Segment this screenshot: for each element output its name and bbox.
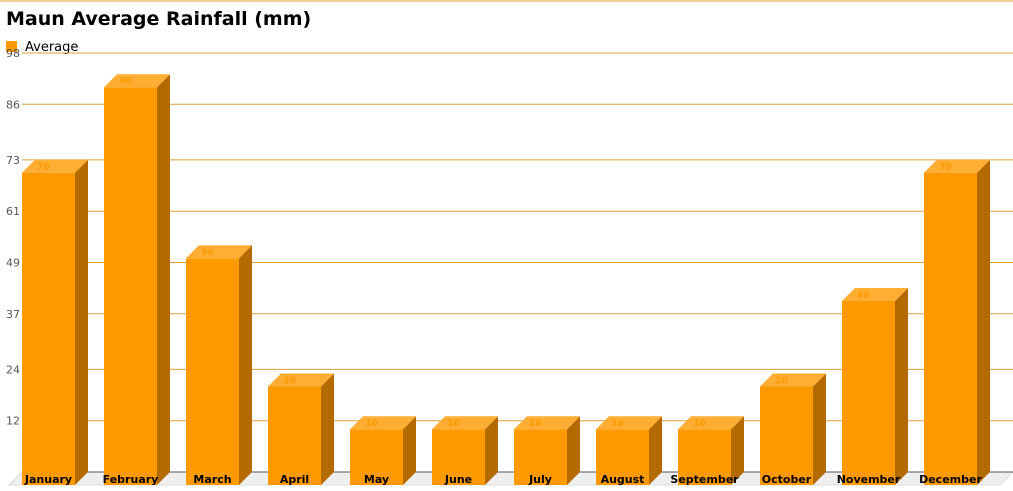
x-tick-label: October: [762, 473, 812, 486]
x-tick-label: August: [601, 473, 645, 486]
bar-side: [321, 373, 334, 485]
bar: [514, 416, 580, 485]
bar-side: [75, 159, 88, 485]
y-tick-label: 73: [6, 154, 20, 167]
bar-side: [813, 373, 826, 485]
y-tick-label: 12: [6, 415, 20, 428]
bar: [104, 74, 170, 486]
x-tick-label: September: [670, 473, 739, 486]
data-label: 10: [529, 419, 542, 429]
bar-front: [432, 429, 485, 485]
bar-front: [104, 87, 157, 486]
data-label: 70: [37, 163, 50, 173]
bar-side: [567, 416, 580, 485]
x-tick-label: April: [280, 473, 309, 486]
bar-front: [842, 300, 895, 485]
chart-title: Maun Average Rainfall (mm): [6, 8, 311, 30]
x-tick-label: December: [919, 473, 982, 486]
bar-side: [649, 416, 662, 485]
bar-top: [22, 159, 88, 173]
bar-front: [268, 386, 321, 485]
data-label: 10: [693, 419, 706, 429]
y-tick-label: 24: [6, 363, 20, 376]
bar-top: [596, 416, 662, 430]
bar-side: [895, 287, 908, 485]
data-label: 70: [939, 163, 952, 173]
bar-front: [924, 172, 977, 485]
x-axis-labels: January February March April May June July Augu…: [24, 473, 983, 486]
bar-top: [104, 74, 170, 88]
x-tick-label: February: [103, 473, 159, 486]
bar-top: [514, 416, 580, 430]
bar-front: [22, 172, 75, 485]
data-label: 10: [447, 419, 460, 429]
bar: [22, 159, 88, 485]
bar-side: [157, 74, 170, 486]
y-tick-label: 86: [6, 98, 20, 111]
legend-swatch: [6, 41, 17, 52]
x-tick-label: January: [24, 473, 72, 486]
bar: [432, 416, 498, 485]
bar: [842, 287, 908, 485]
bar-front: [596, 429, 649, 485]
bar-side: [977, 159, 990, 485]
bar-side: [731, 416, 744, 485]
bar: [760, 373, 826, 485]
bar-front: [678, 429, 731, 485]
bar-front: [514, 429, 567, 485]
y-tick-label: 49: [6, 257, 20, 270]
x-tick-label: November: [837, 473, 901, 486]
x-tick-label: May: [364, 473, 389, 486]
data-label: 20: [283, 376, 296, 386]
data-label: 50: [201, 248, 214, 258]
bar-top: [432, 416, 498, 430]
x-tick-label: June: [444, 473, 472, 486]
data-label: 20: [775, 376, 788, 386]
bar: [186, 245, 252, 485]
y-tick-label: 61: [6, 205, 20, 218]
bar: [596, 416, 662, 485]
bars: 70 90 50 20 10 10 10 10 10 20 40 70: [22, 74, 990, 486]
bar-front: [760, 386, 813, 485]
bar: [678, 416, 744, 485]
bar-top: [760, 373, 826, 387]
x-tick-label: March: [193, 473, 231, 486]
bar-side: [403, 416, 416, 485]
bar-top: [350, 416, 416, 430]
y-tick-label: 37: [6, 308, 20, 321]
y-tick-label: 98: [6, 47, 20, 60]
bar-top: [268, 373, 334, 387]
bar-top: [186, 245, 252, 259]
x-tick-label: July: [528, 473, 552, 486]
bar: [268, 373, 334, 485]
bar-front: [350, 429, 403, 485]
legend-label: Average: [25, 40, 78, 55]
bar: [924, 159, 990, 485]
bar-top: [924, 159, 990, 173]
y-axis-ticks: 12 24 37 49 61 73 86 98: [6, 47, 20, 428]
bar: [350, 416, 416, 485]
data-label: 40: [857, 291, 870, 301]
data-label: 10: [365, 419, 378, 429]
data-label: 90: [119, 77, 132, 87]
bar-side: [485, 416, 498, 485]
bar-top: [842, 287, 908, 301]
bar-front: [186, 258, 239, 485]
bar-top: [678, 416, 744, 430]
bar-side: [239, 245, 252, 485]
data-label: 10: [611, 419, 624, 429]
